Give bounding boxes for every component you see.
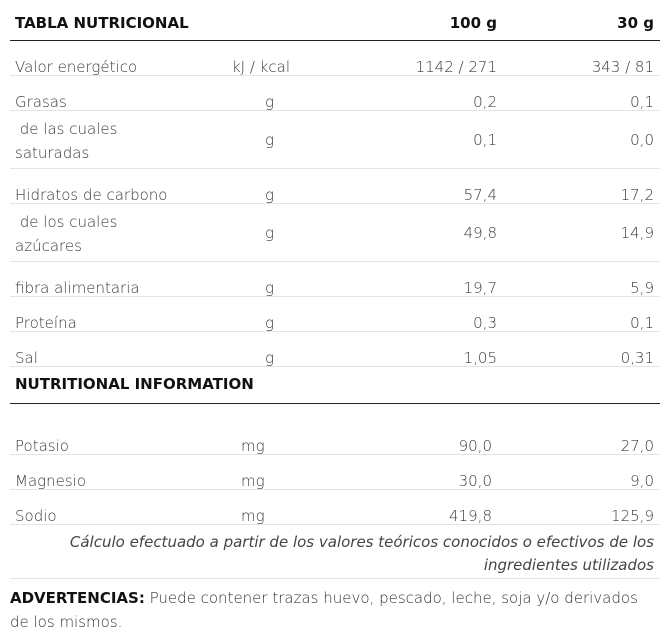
row-value-30g: 27,0 [620,437,654,455]
warning-paragraph: ADVERTENCIAS: Puede contener trazas huev… [10,586,660,634]
warning-label: ADVERTENCIAS: [10,589,145,607]
row-name: fibra alimentaria [15,279,140,297]
section-title: NUTRITIONAL INFORMATION [15,375,254,393]
table-row-protein: Proteína g 0,3 0,1 [10,297,660,332]
nutrition-table: TABLA NUTRICIONAL 100 g 30 g Valor energ… [10,0,660,579]
row-value-30g: 125,9 [611,507,654,525]
row-name: Valor energético [15,58,138,76]
row-unit: g [265,349,275,367]
table-row-saturated: de las cuales saturadas g 0,1 0,0 [10,111,660,169]
table-row-sugars: de los cuales azúcares g 49,8 14,9 [10,204,660,262]
row-unit: mg [241,472,265,490]
row-unit: mg [241,437,265,455]
row-value-100g: 49,8 [463,224,497,242]
column-header-30g: 30 g [617,14,654,32]
calculation-note-text: Cálculo efectuado a partir de los valore… [69,533,654,574]
table-row-energy: Valor energético kJ / kcal 1142 / 271 34… [10,41,660,76]
row-unit: g [265,131,275,149]
table-row-salt: Sal g 1,05 0,31 [10,332,660,367]
row-name: Sodio [15,507,57,525]
table-row-carbohydrates: Hidratos de carbono g 57,4 17,2 [10,169,660,204]
row-unit: mg [241,507,265,525]
row-unit: g [265,314,275,332]
row-value-100g: 57,4 [463,186,497,204]
table-row-fiber: fibra alimentaria g 19,7 5,9 [10,262,660,297]
row-value-100g: 19,7 [463,279,497,297]
section-header: NUTRITIONAL INFORMATION [10,367,660,404]
row-name: Potasio [15,437,69,455]
calculation-note: Cálculo efectuado a partir de los valore… [10,525,660,579]
row-value-100g: 419,8 [449,507,492,525]
row-value-30g: 0,1 [630,93,654,111]
row-name: Hidratos de carbono [15,186,168,204]
table-header: TABLA NUTRICIONAL 100 g 30 g [10,0,660,41]
row-value-100g: 30,0 [458,472,492,490]
row-value-30g: 0,1 [630,314,654,332]
row-unit: g [265,224,275,242]
warning-text: Puede contener trazas huevo, pescado, le… [10,589,638,631]
row-value-30g: 14,9 [620,224,654,242]
row-name: Proteína [15,314,77,332]
row-value-100g: 90,0 [458,437,492,455]
row-value-30g: 9,0 [630,472,654,490]
row-value-30g: 0,31 [620,349,654,367]
row-name: de los cuales azúcares [15,213,123,255]
row-unit: g [265,279,275,297]
row-name: Sal [15,349,38,367]
row-name: de las cuales saturadas [15,120,123,162]
row-name: Magnesio [15,472,87,490]
row-value-30g: 0,0 [630,131,654,149]
table-row-sodium: Sodio mg 419,8 125,9 [10,490,660,525]
row-unit: kJ / kcal [232,58,290,76]
row-unit: g [265,93,275,111]
table-title: TABLA NUTRICIONAL [15,14,189,32]
row-value-30g: 343 / 81 [591,58,654,76]
row-value-100g: 0,3 [473,314,497,332]
nutritional-information-section: NUTRITIONAL INFORMATION Potasio mg 90,0 … [10,367,660,579]
row-value-100g: 0,1 [473,131,497,149]
row-unit: g [265,186,275,204]
table-row-fat: Grasas g 0,2 0,1 [10,76,660,111]
section-spacer [10,404,660,420]
row-value-30g: 5,9 [630,279,654,297]
row-name: Grasas [15,93,67,111]
table-row-magnesium: Magnesio mg 30,0 9,0 [10,455,660,490]
row-value-100g: 0,2 [473,93,497,111]
row-value-100g: 1,05 [463,349,497,367]
table-row-potassium: Potasio mg 90,0 27,0 [10,420,660,455]
row-value-100g: 1142 / 271 [415,58,497,76]
row-value-30g: 17,2 [620,186,654,204]
column-header-100g: 100 g [449,14,497,32]
